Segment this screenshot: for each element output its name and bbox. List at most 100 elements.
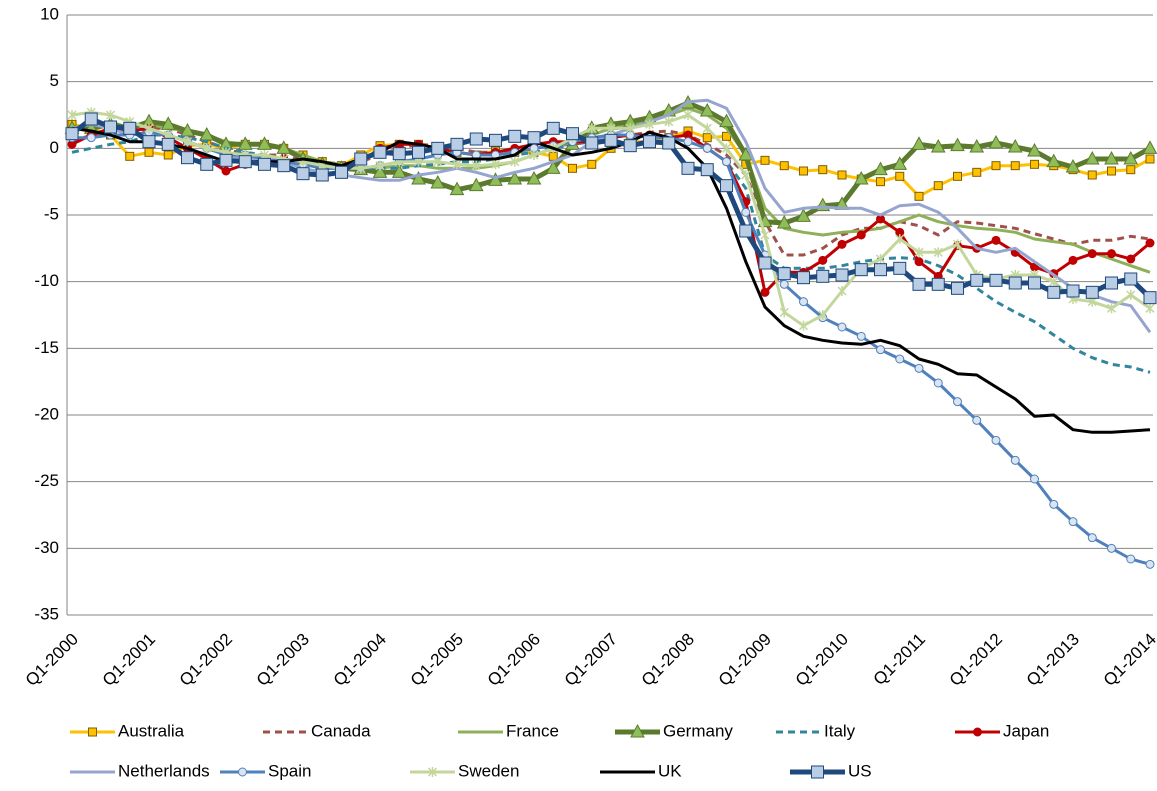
marker xyxy=(1105,276,1118,290)
marker xyxy=(160,116,176,130)
marker xyxy=(895,234,905,244)
marker xyxy=(1104,150,1119,165)
marker xyxy=(1046,153,1062,168)
marker xyxy=(372,164,388,178)
marker xyxy=(1084,150,1100,165)
x-tick-label: Q1-2007 xyxy=(561,630,621,690)
marker xyxy=(258,157,271,171)
marker xyxy=(1087,249,1097,259)
marker xyxy=(796,208,811,222)
marker xyxy=(392,147,406,161)
legend-item: Germany xyxy=(615,721,733,740)
marker xyxy=(969,138,985,153)
marker xyxy=(67,110,77,120)
legend-item: France xyxy=(458,721,559,740)
legend-marker xyxy=(88,727,97,737)
marker xyxy=(623,139,637,153)
marker xyxy=(1107,166,1116,176)
y-tick-label: 5 xyxy=(50,71,59,90)
marker xyxy=(779,279,789,289)
legend-marker xyxy=(811,765,824,779)
marker xyxy=(1145,559,1155,569)
legend-item: UK xyxy=(600,761,682,780)
series xyxy=(71,133,1151,374)
marker xyxy=(816,269,830,283)
marker xyxy=(277,159,291,173)
marker xyxy=(874,263,887,277)
marker xyxy=(450,137,464,151)
marker xyxy=(758,256,772,270)
marker xyxy=(144,123,154,134)
marker xyxy=(799,297,808,307)
marker xyxy=(468,177,484,192)
marker xyxy=(219,153,233,167)
marker xyxy=(972,167,982,177)
marker xyxy=(738,146,754,161)
marker xyxy=(1107,543,1116,553)
marker xyxy=(933,247,943,258)
marker xyxy=(276,140,292,154)
marker xyxy=(1126,254,1136,264)
marker xyxy=(914,363,924,373)
marker xyxy=(1049,276,1059,287)
marker xyxy=(181,151,194,165)
marker xyxy=(452,159,462,170)
marker xyxy=(760,230,770,240)
legend-item: Sweden xyxy=(410,761,519,780)
marker xyxy=(568,163,577,173)
marker xyxy=(876,345,885,355)
x-tick-label: Q1-2012 xyxy=(946,630,1006,690)
marker xyxy=(587,123,597,134)
marker xyxy=(930,138,946,153)
marker xyxy=(566,127,579,141)
marker xyxy=(1066,284,1080,298)
marker xyxy=(662,136,676,150)
marker xyxy=(950,137,965,152)
marker xyxy=(1010,161,1020,171)
marker xyxy=(1142,140,1157,154)
marker xyxy=(643,135,656,149)
legend-item: Australia xyxy=(70,721,185,740)
marker xyxy=(1145,154,1155,164)
legend-label: Italy xyxy=(824,721,856,740)
marker xyxy=(489,133,502,147)
marker xyxy=(895,354,905,364)
marker xyxy=(873,161,888,176)
legend-label: Australia xyxy=(118,721,185,740)
legend-label: Spain xyxy=(268,761,311,780)
marker xyxy=(856,230,866,240)
marker xyxy=(1010,455,1020,465)
marker xyxy=(1143,291,1157,305)
marker xyxy=(739,224,753,238)
marker xyxy=(991,435,1001,445)
marker xyxy=(125,151,135,161)
y-tick-label: 10 xyxy=(40,4,59,23)
legend-item: US xyxy=(790,761,872,780)
marker xyxy=(104,120,117,134)
marker xyxy=(741,207,751,217)
marker xyxy=(1047,285,1061,299)
marker xyxy=(1087,170,1097,180)
marker xyxy=(180,122,195,137)
marker xyxy=(818,165,828,175)
x-tick-label: Q1-2008 xyxy=(638,630,698,690)
marker xyxy=(779,161,789,171)
marker xyxy=(1145,238,1155,248)
x-tick-label: Q1-2014 xyxy=(1100,630,1157,690)
marker xyxy=(488,172,503,186)
legend-marker xyxy=(238,767,247,777)
legend-label: France xyxy=(506,721,559,740)
marker xyxy=(471,160,481,171)
x-tick-label: Q1-2000 xyxy=(22,630,82,690)
marker xyxy=(199,126,215,141)
marker xyxy=(837,286,847,296)
marker xyxy=(237,136,253,150)
marker xyxy=(683,137,693,147)
marker xyxy=(702,133,712,143)
marker xyxy=(914,191,924,201)
marker xyxy=(1085,285,1099,299)
marker xyxy=(1030,159,1039,169)
marker xyxy=(315,168,329,182)
x-tick-label: Q1-2013 xyxy=(1023,630,1083,690)
